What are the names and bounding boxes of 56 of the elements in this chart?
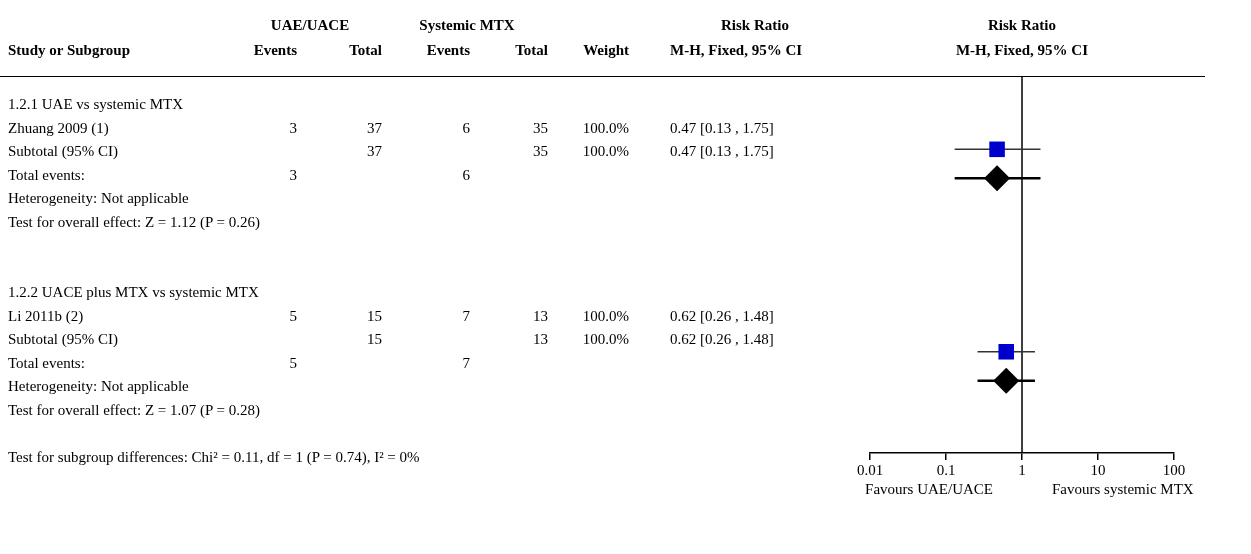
category-label: Events	[426, 41, 470, 60]
text: 0.47 [0.13 , 1.75]	[670, 119, 774, 136]
text: 1.2.1 UAE vs systemic MTX	[8, 96, 183, 112]
text: Systemic MTX	[419, 16, 515, 35]
text: Test for overall effect: Z = 1.12 (P = 0.26)	[8, 213, 261, 230]
category-label: Total	[515, 41, 548, 60]
text: 37	[367, 143, 382, 159]
category-label: Events	[253, 41, 297, 60]
text: UAE/UACE	[270, 16, 350, 35]
text: 6	[462, 166, 470, 183]
text: Test for subgroup differences: Chi² = 0.11, df = 1 (P = 0.74), I² = 0%	[8, 448, 420, 465]
text: Subtotal (95% CI)	[8, 331, 118, 347]
text: Li 2011b (2)	[8, 307, 84, 324]
text: 13	[533, 331, 548, 347]
chart-title: Risk Ratio	[988, 16, 1056, 35]
text: Heterogeneity: Not applicable	[8, 378, 189, 394]
category-label: Weight	[583, 41, 629, 60]
text: Favours UAE/UACE	[865, 480, 993, 497]
text: 0.62 [0.26 , 1.48]	[670, 307, 774, 324]
text: 100.0%	[582, 143, 629, 159]
text: 1.2.2 UACE plus MTX vs systemic MTX	[8, 284, 259, 300]
text: 15	[367, 331, 382, 347]
text: Zhuang 2009 (1)	[8, 119, 109, 136]
category-label: Total	[349, 41, 382, 60]
text: Subtotal (95% CI)	[8, 143, 118, 159]
text: Total events:	[8, 166, 85, 183]
text: 0.62 [0.26 , 1.48]	[670, 331, 774, 347]
text: 100.0%	[582, 307, 629, 324]
text: 5	[289, 354, 297, 371]
text: Heterogeneity: Not applicable	[8, 190, 189, 206]
text: 13	[533, 307, 548, 324]
text: 7	[462, 307, 470, 324]
text: 6	[462, 119, 470, 136]
x-tick-label: 10	[1090, 461, 1106, 478]
text: 100.0%	[582, 119, 629, 136]
text: 5	[289, 307, 297, 324]
text: 15	[367, 307, 382, 324]
x-tick-label: 0.1	[936, 461, 956, 478]
text: 0.47 [0.13 , 1.75]	[670, 143, 774, 159]
text: 3	[289, 166, 297, 183]
text: 35	[533, 119, 548, 136]
x-tick-label: 100	[1162, 461, 1186, 478]
text: Risk Ratio	[721, 16, 789, 35]
text: 100.0%	[582, 331, 629, 347]
x-tick-label: 1	[1018, 461, 1026, 478]
text: Total events:	[8, 354, 85, 371]
category-label: M-H, Fixed, 95% CI	[670, 41, 803, 60]
text: 37	[367, 119, 382, 136]
text: 3	[289, 119, 297, 136]
text: Test for overall effect: Z = 1.07 (P = 0.28)	[8, 401, 261, 418]
text: 35	[533, 143, 548, 159]
chart-subtitle: M-H, Fixed, 95% CI	[955, 41, 1089, 60]
text: Favours systemic MTX	[1052, 480, 1194, 497]
x-tick-label: 0.01	[856, 461, 884, 478]
category-label: Study or Subgroup	[8, 41, 131, 60]
text: 7	[462, 354, 470, 371]
